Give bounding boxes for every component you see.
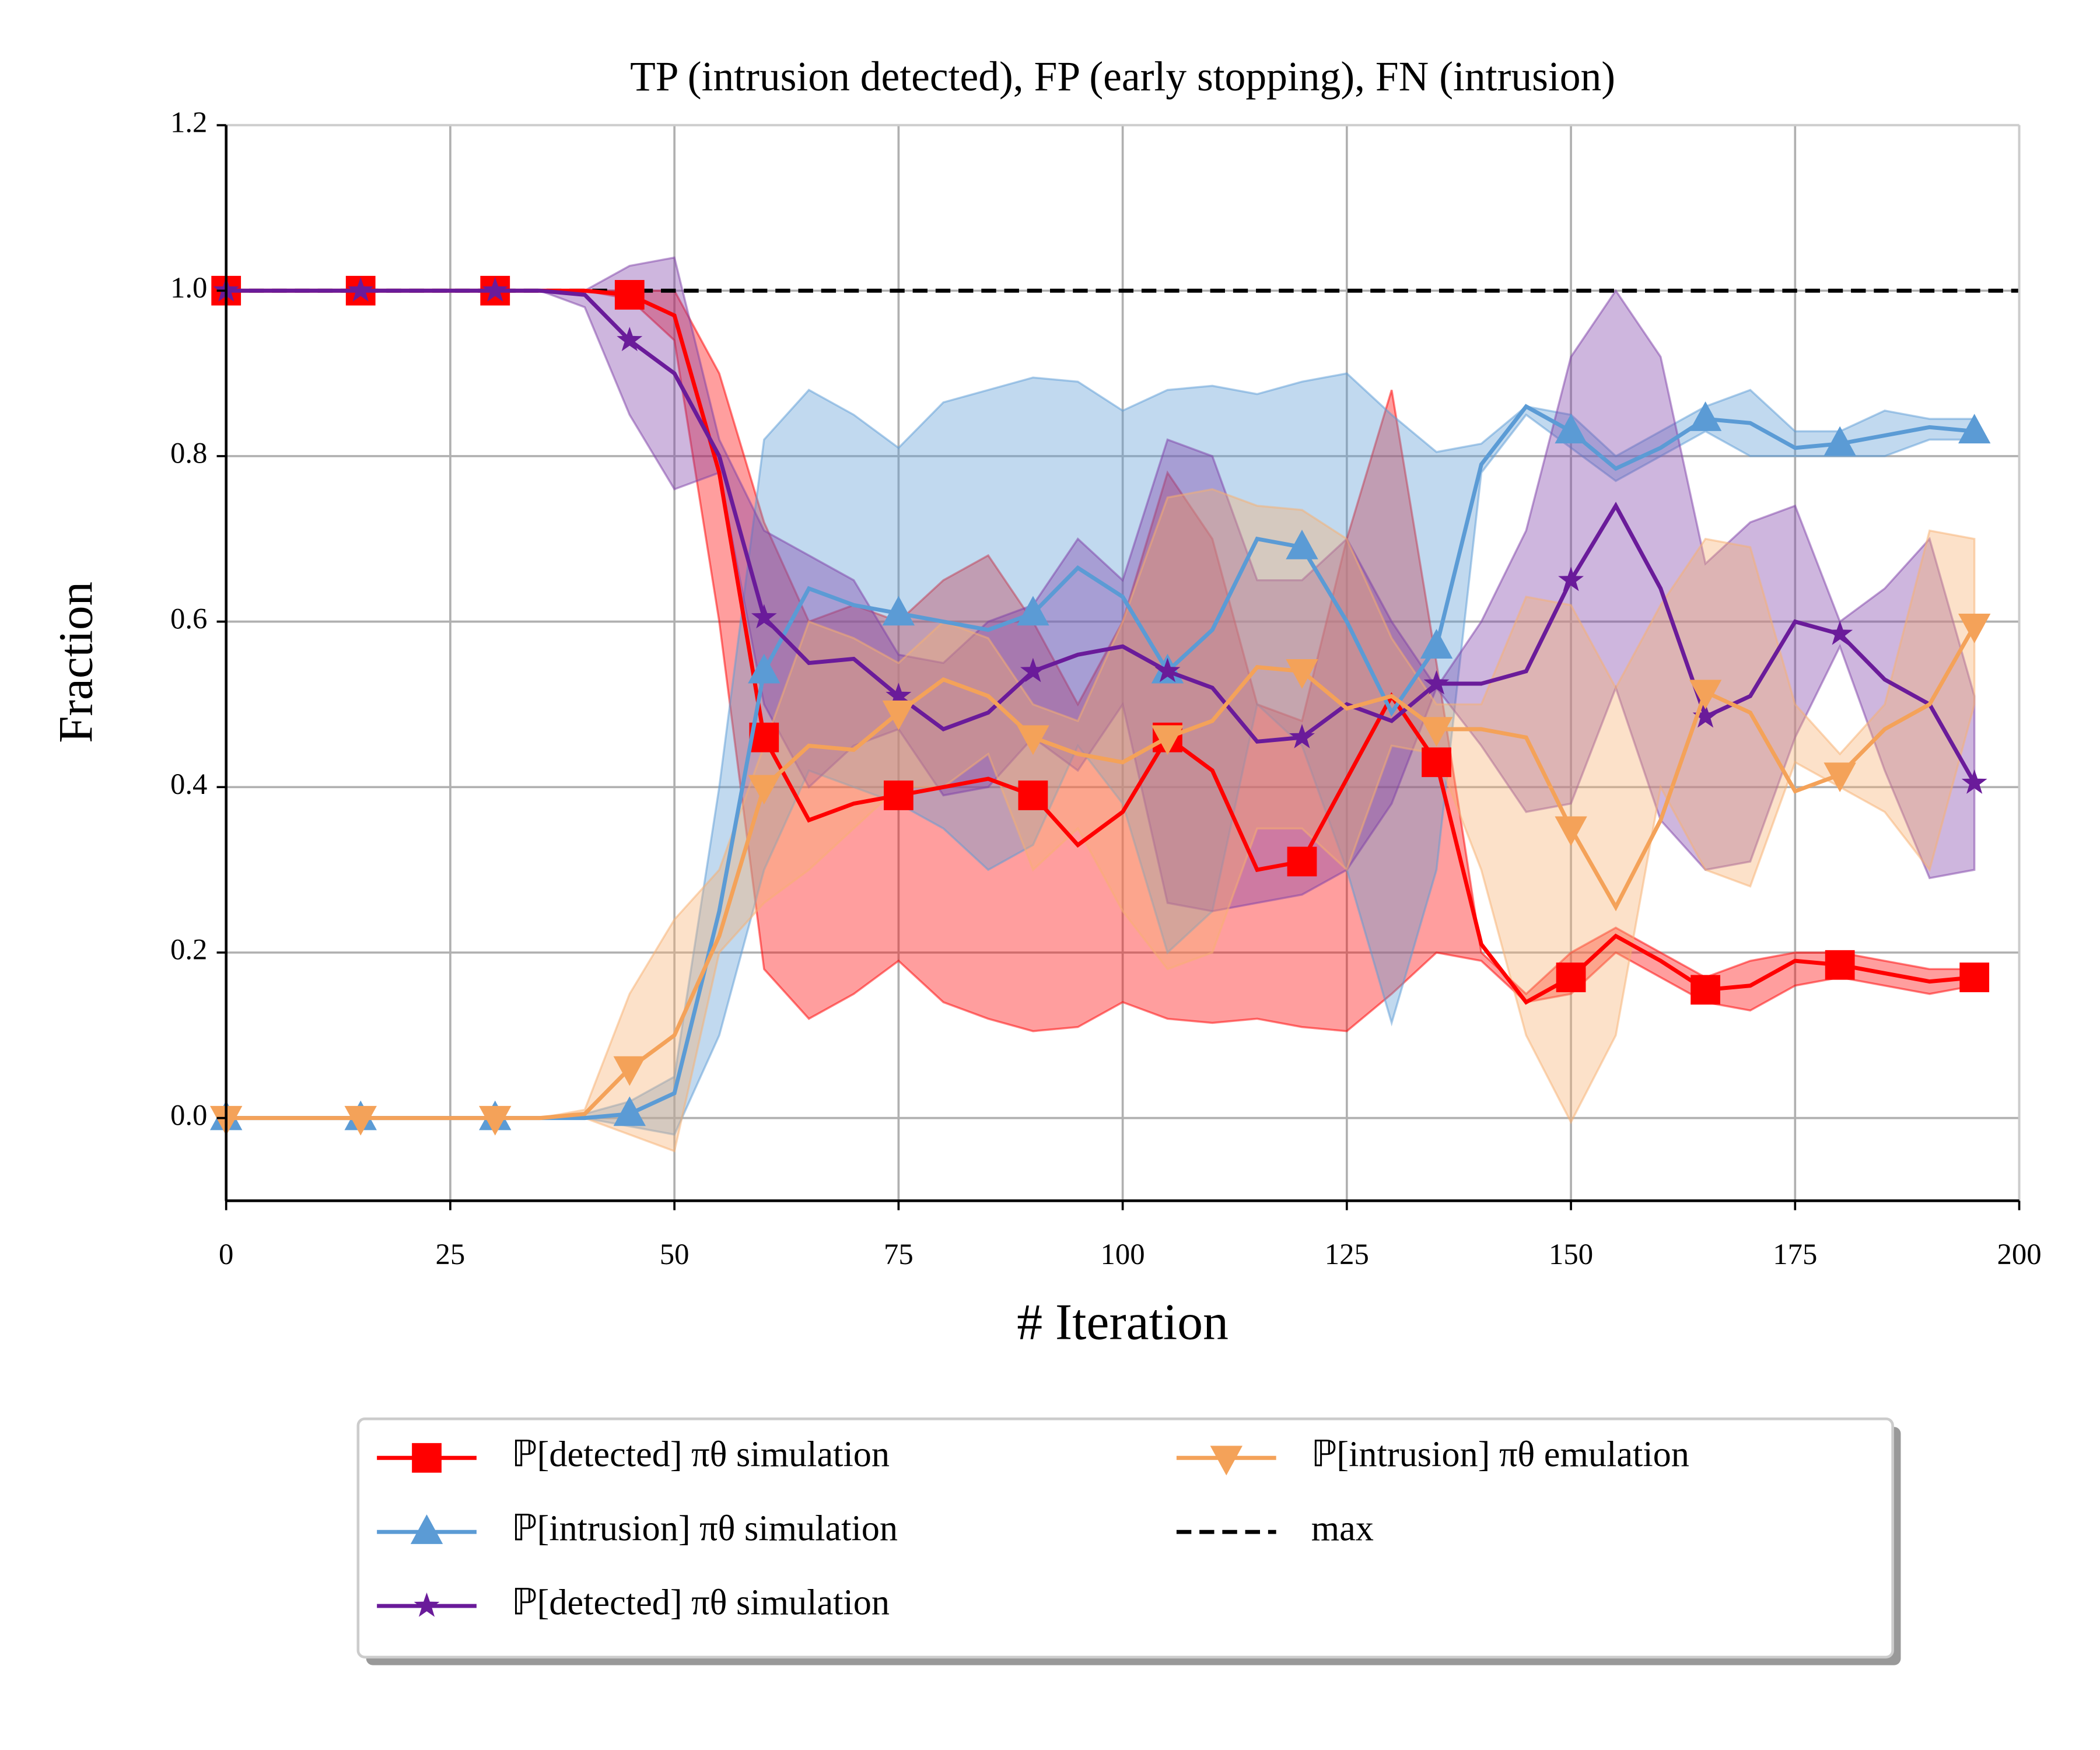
series-line [226,624,1976,1121]
marker [748,653,780,684]
marker [344,1105,377,1136]
x-tick-label: 200 [1997,1238,2041,1270]
marker [1692,703,1718,728]
marker [479,1105,512,1136]
x-tick-label: 100 [1101,1238,1145,1270]
x-tick-label: 75 [884,1238,914,1270]
marker [1151,725,1184,755]
marker [1423,670,1450,695]
chart-title: TP (intrusion detected), FP (early stopp… [630,54,1615,100]
legend-label: max [1311,1508,1374,1548]
marker [613,1056,646,1086]
marker [1289,724,1315,748]
marker [882,700,915,730]
x-tick-label: 50 [660,1238,690,1270]
marker [614,279,645,310]
bands [226,256,1976,1153]
marker [1420,629,1453,659]
legend-label: ℙ[detected] πθ simulation [512,1582,890,1622]
marker [1825,950,1855,980]
marker [1017,725,1049,755]
marker [1959,963,1990,992]
axes: 0 25 50 75 100 125 150 175 200 0.0 0.2 0.4 0.6 0.8 1.0… [170,106,2042,1270]
y-tick-label: 0.2 [170,933,207,966]
legend-box [356,1418,1894,1659]
marker [1287,846,1317,877]
marker [1210,1446,1242,1476]
marker [1018,780,1048,810]
x-tick-label: 125 [1325,1238,1369,1270]
y-tick-label: 0.8 [170,437,207,470]
marker [1824,426,1856,456]
marker [617,327,643,352]
marker [1286,659,1318,689]
marker [882,596,915,626]
y-tick-label: 0.0 [170,1098,207,1131]
series-line [226,288,1976,784]
x-tick-label: 25 [436,1238,466,1270]
marker [751,604,777,629]
marker [1286,529,1318,559]
marker [412,1443,442,1473]
marker [1422,747,1451,778]
marker [1689,401,1722,431]
marker [414,1592,440,1617]
marker [1555,414,1587,444]
x-tick-label: 175 [1773,1238,1817,1270]
legend: ℙ[detected] πθ simulation ℙ[intrusion] πθ… [356,1418,1901,1665]
legend-label: ℙ[intrusion] πθ emulation [1311,1434,1689,1475]
marker [1555,816,1587,846]
marker [1958,414,1991,444]
x-axis-label: # Iteration [1017,1294,1228,1350]
marker [1154,657,1181,682]
legend-label: ℙ[detected] πθ simulation [512,1434,890,1475]
marker [348,277,374,302]
marker [1824,762,1856,793]
marker [1420,717,1453,747]
y-tick-label: 1.2 [170,106,207,138]
x-tick-label: 0 [219,1238,233,1270]
marker [1827,620,1853,645]
marker [1558,566,1584,592]
lines [210,275,2020,1136]
marker [1017,596,1049,626]
x-tick-label: 150 [1549,1238,1593,1270]
marker [1556,963,1586,992]
marker [482,277,508,302]
marker [410,1514,443,1544]
legend-label: ℙ[intrusion] πθ simulation [512,1508,898,1548]
marker [1958,613,1991,643]
marker [748,775,780,805]
marker [886,682,912,707]
marker [1690,975,1720,1005]
y-axis-label: Fraction [49,582,103,743]
marker [1961,769,1987,794]
marker [613,1096,646,1126]
y-tick-label: 1.0 [170,271,207,304]
y-tick-label: 0.6 [170,602,207,635]
marker [1689,680,1722,710]
marker [884,780,914,810]
y-tick-label: 0.4 [170,768,207,800]
marker [1020,657,1046,682]
